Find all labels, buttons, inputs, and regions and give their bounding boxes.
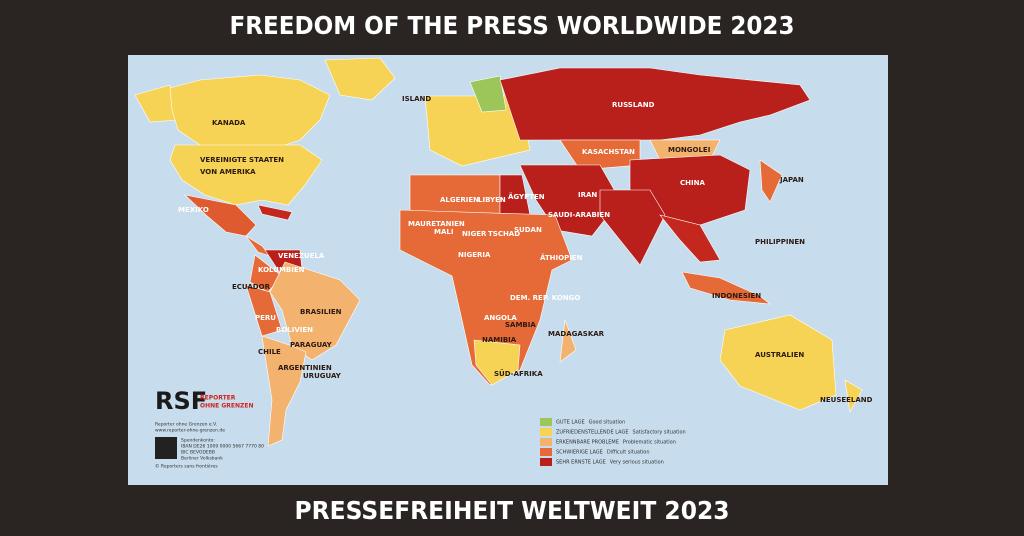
- info-line: BIC BEVODEBB: [181, 450, 215, 456]
- country-label: VEREINIGTE STAATEN: [200, 156, 284, 164]
- country-label: MALI: [434, 228, 453, 236]
- country-label: DEM. REP. KONGO: [510, 294, 580, 302]
- legend-label: ZUFRIEDENSTELLENDE LAGE: [556, 430, 629, 436]
- info-line: www.reporter-ohne-grenzen.de: [155, 428, 225, 434]
- country-label: CHILE: [258, 348, 281, 356]
- country-label: ÄTHIOPIEN: [540, 253, 583, 262]
- info-line: Berliner Volksbank: [181, 456, 223, 462]
- country-label: MONGOLEI: [668, 146, 710, 154]
- info-line: © Reporters sans frontières: [155, 463, 218, 470]
- country-label: ÄGYPTEN: [508, 192, 545, 201]
- country-label: ALGERIEN: [440, 196, 479, 204]
- country-label: SAMBIA: [505, 321, 536, 329]
- country-label: KOLUMBIEN: [258, 266, 305, 274]
- country-label: ANGOLA: [484, 314, 517, 322]
- country-label: NEUSEELAND: [820, 396, 873, 404]
- publisher-block: RSF REPORTER OHNE GRENZEN Reporter ohne …: [155, 387, 264, 470]
- info-line: Spendenkonto:: [181, 438, 215, 444]
- footer-title: PRESSEFREIHEIT WELTWEIT 2023: [295, 496, 730, 525]
- legend-swatch: [540, 418, 552, 426]
- country-labels: KANADA VEREINIGTE STAATEN VON AMERIKA ME…: [178, 95, 873, 404]
- header-title: FREEDOM OF THE PRESS WORLDWIDE 2023: [230, 11, 795, 40]
- country-label: ECUADOR: [232, 283, 271, 291]
- qr-code: [155, 437, 177, 459]
- country-label: KANADA: [212, 119, 246, 127]
- legend: GUTE LAGE Good situation ZUFRIEDENSTELLEND…: [540, 418, 686, 466]
- legend-description: Difficult situation: [607, 450, 650, 456]
- legend-description: Satisfactory situation: [633, 430, 686, 436]
- country-label: LIBYEN: [478, 196, 506, 204]
- legend-label: SEHR ERNSTE LAGE: [556, 460, 606, 466]
- country-label: PARAGUAY: [290, 341, 333, 349]
- country-label: ARGENTINIEN: [278, 364, 332, 372]
- country-label: SAUDI-ARABIEN: [548, 211, 610, 219]
- legend-description: Very serious situation: [610, 460, 664, 466]
- country-label: TSCHAD: [488, 230, 520, 238]
- country-label: MAURETANIEN: [408, 220, 465, 228]
- country-label: BOLIVIEN: [276, 326, 313, 334]
- logo: RSF: [155, 387, 207, 415]
- country-label: MADAGASKAR: [548, 330, 605, 338]
- legend-swatch: [540, 438, 552, 446]
- logo-subtitle: REPORTER: [200, 395, 236, 402]
- country-label: PERU: [255, 314, 276, 322]
- country-label: BRASILIEN: [300, 308, 342, 316]
- country-label: KASACHSTAN: [582, 148, 635, 156]
- country-label: VON AMERIKA: [200, 168, 256, 176]
- country-label: MEXIKO: [178, 206, 209, 214]
- legend-description: Good situation: [589, 420, 626, 426]
- country-label: NIGER: [462, 230, 487, 238]
- country-label: AUSTRALIEN: [755, 351, 804, 359]
- info-line: IBAN DE26 1009 0000 5667 7770 80: [181, 444, 264, 450]
- legend-description: Problematic situation: [623, 440, 676, 446]
- country-label: CHINA: [680, 179, 705, 187]
- country-label: IRAN: [578, 191, 597, 199]
- legend-swatch: [540, 428, 552, 436]
- country-label: INDONESIEN: [712, 292, 761, 300]
- legend-label: SCHWIERIGE LAGE: [556, 450, 603, 456]
- map-shapes: [134, 57, 863, 447]
- country-label: NIGERIA: [458, 251, 491, 259]
- country-label: VENEZUELA: [278, 252, 325, 260]
- legend-label: ERKENNBARE PROBLEME: [556, 440, 619, 446]
- legend-label: GUTE LAGE: [556, 420, 585, 426]
- country-label: ISLAND: [402, 95, 431, 103]
- country-label: URUGUAY: [303, 372, 342, 380]
- country-label: JAPAN: [779, 176, 804, 184]
- country-label: PHILIPPINEN: [755, 238, 805, 246]
- legend-swatch: [540, 448, 552, 456]
- country-label: RUSSLAND: [612, 101, 655, 109]
- country-label: SUDAN: [514, 226, 542, 234]
- legend-swatch: [540, 458, 552, 466]
- country-label: SÜD-AFRIKA: [494, 369, 543, 378]
- info-line: Reporter ohne Grenzen e.V.: [155, 422, 217, 428]
- logo-subtitle: OHNE GRENZEN: [200, 403, 253, 410]
- country-label: NAMIBIA: [482, 336, 517, 344]
